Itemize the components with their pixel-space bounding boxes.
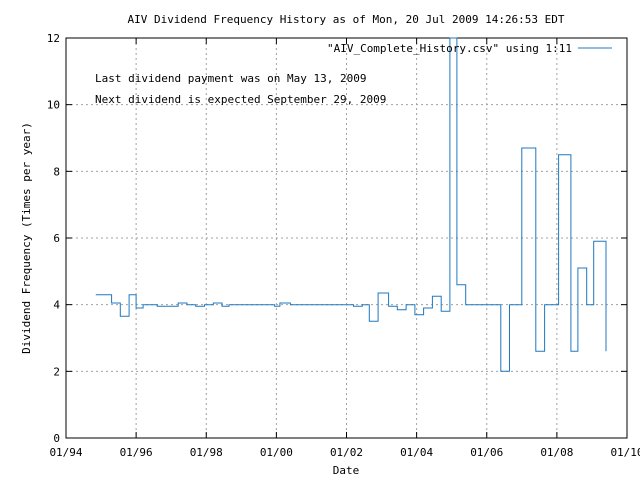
y-tick-label: 4 (53, 299, 60, 312)
x-tick-label: 01/02 (330, 446, 363, 459)
x-tick-label: 01/08 (540, 446, 573, 459)
legend: "AIV_Complete_History.csv" using 1:11 (327, 42, 612, 55)
y-axis-ticks: 0 2 4 6 8 10 12 (47, 32, 627, 445)
legend-label: "AIV_Complete_History.csv" using 1:11 (327, 42, 572, 55)
x-tick-label: 01/96 (120, 446, 153, 459)
x-tick-label: 01/06 (470, 446, 503, 459)
x-axis-label: Date (333, 464, 360, 477)
annotation-last-dividend: Last dividend payment was on May 13, 200… (95, 72, 367, 85)
grid-lines (66, 38, 627, 438)
x-axis-ticks: 01/94 01/96 01/98 01/00 01/02 01/04 01/06 01/08… (49, 38, 640, 459)
y-tick-label: 6 (53, 232, 60, 245)
y-tick-label: 0 (53, 432, 60, 445)
y-tick-label: 2 (53, 365, 60, 378)
x-tick-label: 01/98 (190, 446, 223, 459)
chart-title: AIV Dividend Frequency History as of Mon… (127, 13, 564, 26)
annotation-next-dividend: Next dividend is expected September 29, … (95, 93, 386, 106)
x-tick-label: 01/94 (49, 446, 82, 459)
y-tick-label: 12 (47, 32, 60, 45)
x-tick-label: 01/10 (610, 446, 640, 459)
y-axis-label: Dividend Frequency (Times per year) (20, 122, 33, 354)
x-tick-label: 01/04 (400, 446, 433, 459)
y-tick-label: 8 (53, 165, 60, 178)
y-tick-label: 10 (47, 99, 60, 112)
x-tick-label: 01/00 (260, 446, 293, 459)
series-line (95, 37, 607, 372)
